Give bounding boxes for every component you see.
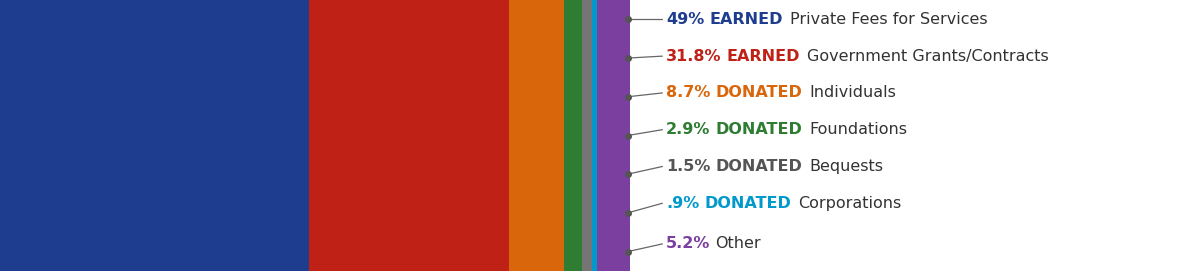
- Text: 49%: 49%: [666, 12, 704, 27]
- Text: EARNED: EARNED: [726, 49, 800, 64]
- Text: 2.9%: 2.9%: [666, 122, 710, 137]
- Text: 1.5%: 1.5%: [666, 159, 710, 174]
- Text: Individuals: Individuals: [809, 85, 896, 101]
- Text: DONATED: DONATED: [715, 122, 802, 137]
- Bar: [582, 0, 592, 271]
- Bar: [592, 0, 598, 271]
- Text: Corporations: Corporations: [798, 196, 901, 211]
- Bar: [0, 0, 308, 271]
- Text: DONATED: DONATED: [715, 85, 802, 101]
- Text: DONATED: DONATED: [715, 159, 802, 174]
- Text: Other: Other: [715, 236, 761, 251]
- Text: Government Grants/Contracts: Government Grants/Contracts: [808, 49, 1049, 64]
- Text: DONATED: DONATED: [704, 196, 791, 211]
- Text: EARNED: EARNED: [709, 12, 782, 27]
- Text: Foundations: Foundations: [809, 122, 907, 137]
- Bar: [598, 0, 630, 271]
- Bar: [564, 0, 582, 271]
- Bar: [509, 0, 564, 271]
- Bar: [308, 0, 509, 271]
- Text: 31.8%: 31.8%: [666, 49, 721, 64]
- Text: 5.2%: 5.2%: [666, 236, 710, 251]
- Text: Bequests: Bequests: [809, 159, 883, 174]
- Text: Private Fees for Services: Private Fees for Services: [790, 12, 988, 27]
- Text: .9%: .9%: [666, 196, 700, 211]
- Text: 8.7%: 8.7%: [666, 85, 710, 101]
